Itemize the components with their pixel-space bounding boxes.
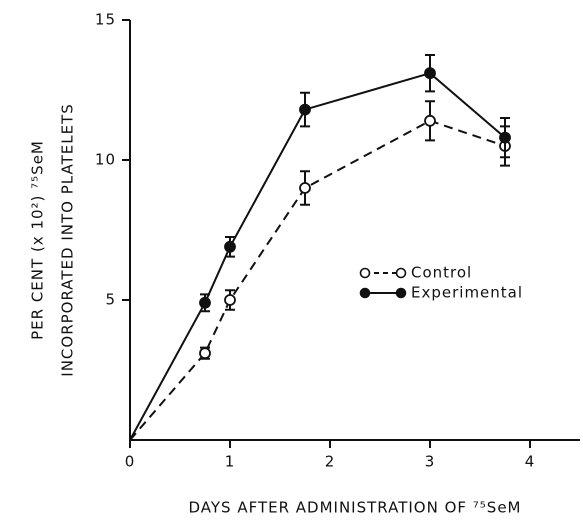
legend-label: Experimental <box>411 284 523 302</box>
y-tick-label: 15 <box>95 11 116 29</box>
y-tick-label: 5 <box>105 291 116 309</box>
x-tick-label: 3 <box>425 453 436 471</box>
legend-marker <box>359 267 371 279</box>
marker <box>424 114 436 127</box>
y-axis-label: INCORPORATED INTO PLATELETS <box>59 103 77 376</box>
marker <box>199 347 211 360</box>
legend-marker <box>395 287 407 299</box>
marker <box>224 240 236 253</box>
legend-label: Control <box>411 264 472 282</box>
marker <box>224 294 236 306</box>
marker <box>424 67 436 80</box>
y-tick-label: 10 <box>95 151 116 169</box>
x-axis-label: DAYS AFTER ADMINISTRATION OF ⁷⁵SeM <box>188 499 521 517</box>
x-tick-label: 4 <box>525 453 536 471</box>
x-tick-label: 0 <box>125 453 136 471</box>
marker <box>499 131 511 144</box>
x-tick-label: 2 <box>325 453 336 471</box>
x-tick-label: 1 <box>225 453 236 471</box>
marker <box>299 103 311 116</box>
line <box>129 72 506 441</box>
marker <box>299 182 311 194</box>
legend-marker <box>395 267 407 279</box>
y-axis-label: PER CENT (x 10²) ⁷⁵SeM <box>29 140 47 340</box>
line <box>129 119 506 441</box>
legend-marker <box>359 287 371 299</box>
marker <box>199 296 211 309</box>
